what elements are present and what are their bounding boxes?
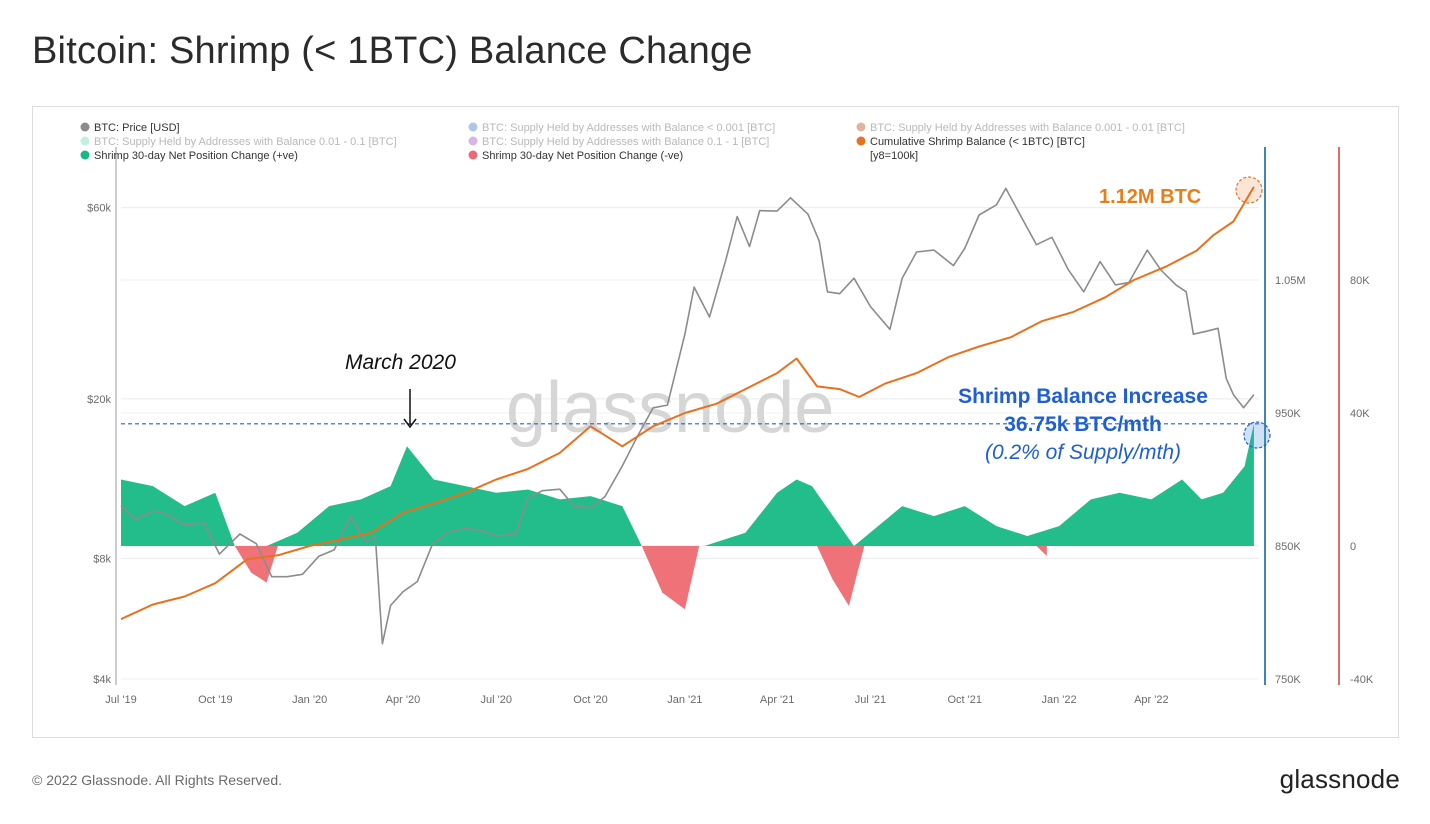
y-tick-change: 80K (1350, 275, 1370, 287)
legend-swatch (468, 122, 478, 132)
annotation-increase-title: Shrimp Balance Increase (958, 385, 1208, 408)
legend-label: BTC: Supply Held by Addresses with Balan… (870, 122, 1185, 134)
series-price-line (120, 187, 1255, 645)
legend-label: BTC: Price [USD] (94, 122, 180, 134)
x-tick: Oct '21 (948, 694, 983, 706)
series-negative-area (817, 546, 865, 606)
x-tick: Apr '22 (1134, 694, 1169, 706)
x-tick: Jan '21 (667, 694, 702, 706)
watermark-text: glassnode (506, 368, 834, 448)
annotation-increase-share: (0.2% of Supply/mth) (985, 441, 1181, 464)
y-tick-change: 40K (1350, 408, 1370, 420)
x-tick: Jan '22 (1042, 694, 1077, 706)
legend-swatch (80, 150, 90, 160)
y-tick-price: $20k (87, 394, 111, 406)
y-tick-price: $4k (93, 674, 111, 686)
y-tick-change: 0 (1350, 541, 1356, 553)
legend-label: BTC: Supply Held by Addresses with Balan… (482, 136, 769, 148)
series-positive-area (121, 423, 1254, 546)
y-tick-price: $8k (93, 553, 111, 565)
brand-logo: glassnode (1279, 764, 1400, 794)
series-cumulative-line (120, 186, 1255, 621)
annotation-increase-marker (1243, 421, 1271, 449)
legend: BTC: Price [USD] BTC: Supply Held by Addr… (80, 122, 1185, 162)
y-tick-balance: 850K (1275, 541, 1301, 553)
legend-swatch (468, 136, 478, 146)
x-tick: Oct '20 (573, 694, 608, 706)
x-tick: Jul '19 (105, 694, 136, 706)
series-negative-area (1036, 546, 1047, 556)
copyright-text: © 2022 Glassnode. All Rights Reserved. (32, 772, 283, 788)
chart-panel: glassnode $4k $8k $20k $60k 750K 850K 950K 1.05… (32, 106, 1399, 738)
series-negative-area (641, 546, 700, 610)
x-tick: Jul '20 (481, 694, 512, 706)
net-position-bars (121, 423, 1259, 610)
x-tick: Jul '21 (855, 694, 886, 706)
chart-canvas: glassnode $4k $8k $20k $60k 750K 850K 950K 1.05… (80, 122, 1374, 706)
x-tick: Apr '21 (760, 694, 795, 706)
y-tick-balance: 750K (1275, 674, 1301, 686)
legend-swatch (856, 136, 866, 146)
annotations: March 2020 1.12M BTC Shrimp Balance Increa… (345, 176, 1271, 464)
annotation-balance-marker (1235, 176, 1263, 204)
y-tick-balance: 950K (1275, 408, 1301, 420)
x-tick: Apr '20 (386, 694, 421, 706)
legend-label: Shrimp 30-day Net Position Change (+ve) (94, 150, 298, 162)
legend-swatch (856, 122, 866, 132)
annotation-arrow-head (403, 418, 417, 429)
legend-label: Cumulative Shrimp Balance (< 1BTC) [BTC] (870, 136, 1085, 148)
legend-label: Shrimp 30-day Net Position Change (-ve) (482, 150, 683, 162)
legend-swatch (80, 136, 90, 146)
y-tick-change: -40K (1350, 674, 1374, 686)
page-title: Bitcoin: Shrimp (< 1BTC) Balance Change (32, 30, 753, 72)
legend-note: [y8=100k] (870, 150, 918, 162)
series-negative-area (234, 546, 278, 583)
axes: $4k $8k $20k $60k 750K 850K 950K 1.05M -40K 0 40K 8… (87, 147, 1374, 706)
legend-label: BTC: Supply Held by Addresses with Balan… (94, 136, 397, 148)
legend-swatch (80, 122, 90, 132)
y-tick-price: $60k (87, 203, 111, 215)
y-tick-balance: 1.05M (1275, 275, 1306, 287)
legend-label: BTC: Supply Held by Addresses with Balan… (482, 122, 775, 134)
annotation-march-2020: March 2020 (345, 351, 456, 374)
x-tick: Oct '19 (198, 694, 233, 706)
annotation-increase-rate: 36.75k BTC/mth (1004, 413, 1162, 436)
x-tick: Jan '20 (292, 694, 327, 706)
series-lines (120, 186, 1255, 645)
annotation-balance: 1.12M BTC (1099, 186, 1201, 208)
legend-swatch (468, 150, 478, 160)
